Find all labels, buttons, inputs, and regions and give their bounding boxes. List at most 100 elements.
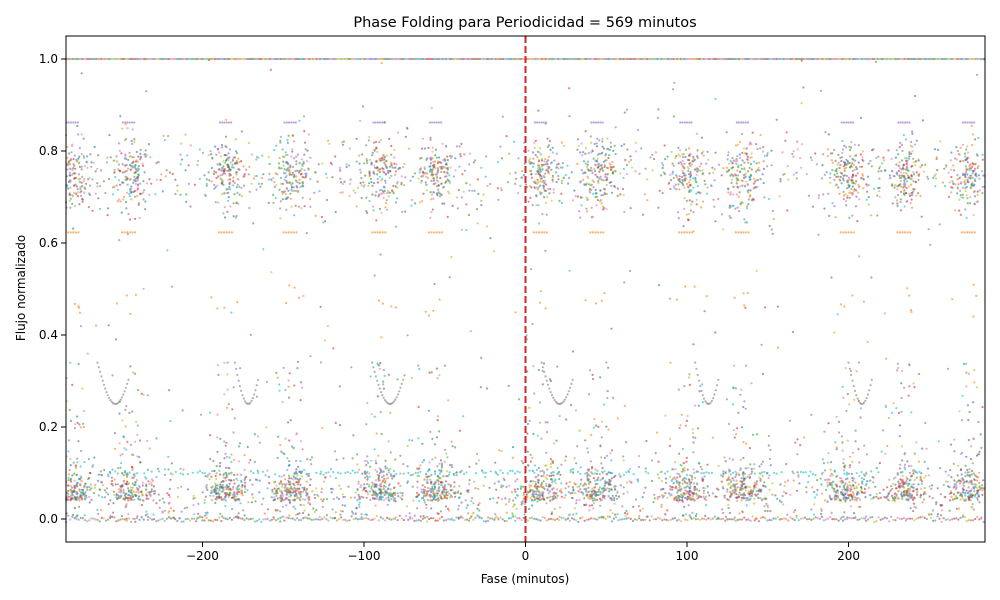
data-point	[707, 491, 710, 494]
data-point	[687, 218, 690, 221]
data-point	[939, 140, 942, 143]
data-point	[127, 494, 130, 497]
data-point	[606, 487, 609, 490]
data-point	[429, 191, 432, 194]
data-point	[547, 144, 551, 147]
data-point	[530, 186, 533, 189]
data-point	[670, 179, 673, 182]
data-point	[426, 177, 430, 180]
data-point	[241, 494, 244, 497]
data-point	[900, 176, 903, 179]
data-point	[833, 148, 836, 152]
data-point	[288, 173, 291, 176]
data-point	[255, 188, 258, 191]
data-point	[877, 155, 880, 158]
data-point	[365, 144, 368, 147]
data-point	[739, 493, 743, 496]
data-point	[285, 169, 288, 172]
data-point	[377, 181, 380, 184]
data-point	[311, 490, 314, 493]
data-point	[899, 171, 903, 174]
data-point	[126, 487, 130, 490]
data-point	[309, 205, 312, 208]
data-point	[950, 151, 953, 154]
data-point	[134, 164, 137, 167]
data-point	[449, 494, 453, 497]
data-point	[594, 163, 597, 166]
data-point	[596, 160, 599, 163]
data-point	[936, 169, 939, 172]
data-point	[473, 189, 476, 192]
data-point	[905, 186, 908, 190]
data-point	[298, 178, 301, 181]
data-point	[965, 216, 968, 220]
data-point	[275, 371, 278, 374]
data-point	[953, 479, 956, 482]
data-point	[123, 494, 126, 497]
data-point	[840, 159, 843, 163]
data-point	[71, 194, 74, 197]
data-point	[952, 182, 955, 185]
data-point	[293, 484, 296, 487]
data-point	[750, 168, 753, 171]
data-point	[910, 497, 913, 500]
data-point	[703, 179, 706, 182]
data-point	[326, 498, 329, 501]
data-point	[948, 499, 952, 502]
data-point	[600, 498, 604, 502]
data-point	[261, 154, 264, 157]
data-point	[282, 366, 285, 369]
data-point	[122, 195, 126, 198]
data-point	[570, 171, 573, 174]
data-point	[359, 486, 362, 489]
data-point	[898, 467, 902, 470]
data-point	[367, 493, 370, 496]
data-point	[215, 153, 218, 156]
data-point	[279, 217, 282, 220]
data-point	[576, 485, 579, 488]
data-point	[232, 458, 236, 461]
data-point	[216, 184, 219, 187]
data-point	[696, 497, 699, 500]
data-point	[965, 362, 968, 365]
data-point	[390, 161, 393, 164]
data-point	[440, 182, 443, 185]
data-point	[708, 172, 711, 175]
data-point	[611, 166, 614, 169]
data-point	[213, 187, 216, 190]
data-point	[576, 148, 579, 151]
data-point	[712, 198, 715, 201]
data-point	[537, 186, 541, 189]
data-point	[130, 164, 133, 168]
data-point	[339, 177, 342, 180]
data-point	[121, 484, 124, 487]
data-point	[695, 132, 699, 135]
data-point	[897, 164, 900, 167]
data-point	[599, 497, 602, 500]
data-point	[528, 486, 531, 489]
data-point	[381, 155, 384, 158]
data-point	[243, 514, 246, 517]
data-point	[375, 432, 378, 435]
data-point	[543, 487, 546, 490]
data-point	[840, 171, 843, 174]
data-point	[446, 158, 449, 162]
data-point	[69, 186, 72, 189]
data-point	[900, 159, 904, 162]
data-point	[224, 135, 228, 138]
data-point	[842, 179, 845, 182]
data-point	[903, 189, 906, 192]
data-point	[525, 183, 528, 186]
data-point	[915, 441, 918, 444]
data-point	[361, 472, 364, 475]
data-point	[747, 498, 750, 501]
data-point	[293, 498, 296, 501]
data-point	[123, 482, 126, 485]
data-point	[838, 192, 841, 195]
data-point	[221, 490, 224, 493]
data-point	[908, 192, 911, 196]
data-point	[676, 211, 680, 214]
data-point	[959, 213, 962, 216]
data-point	[696, 427, 700, 430]
data-point	[867, 203, 870, 206]
